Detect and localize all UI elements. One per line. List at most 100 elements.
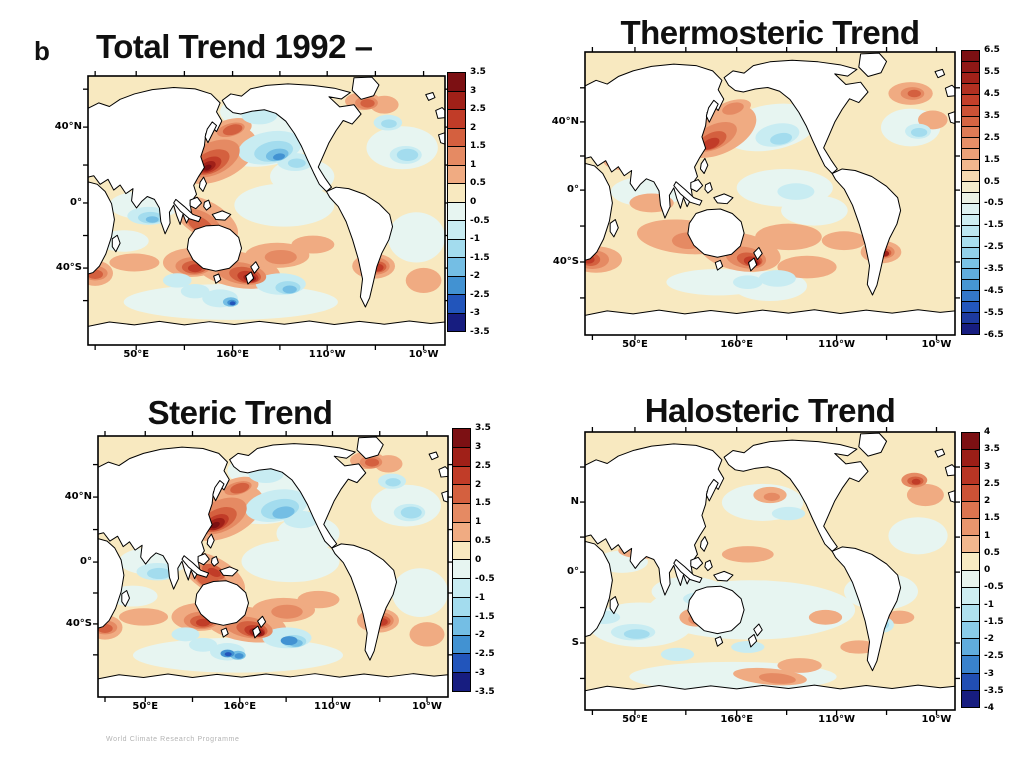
colorbar-segment bbox=[453, 579, 470, 599]
map-total-trend bbox=[83, 71, 450, 350]
colorbar-segment bbox=[453, 560, 470, 580]
coastline bbox=[98, 674, 448, 697]
coastline bbox=[190, 197, 201, 208]
colorbar-segment bbox=[962, 622, 979, 640]
anomaly-blob bbox=[721, 546, 774, 563]
map-frame bbox=[87, 75, 446, 346]
x-tick-label: 110°W bbox=[308, 349, 346, 360]
anomaly-blob bbox=[888, 517, 948, 555]
colorbar-segment bbox=[453, 541, 470, 561]
colorbar-tick-label: -3.5 bbox=[984, 685, 1004, 696]
coastline bbox=[688, 209, 744, 257]
anomaly-blob bbox=[230, 482, 250, 494]
colorbar-tick-label: 3.5 bbox=[984, 444, 1000, 455]
anomaly-blob bbox=[119, 608, 168, 626]
coastline bbox=[220, 567, 238, 576]
coastline bbox=[88, 321, 445, 345]
anomaly-blob bbox=[241, 540, 340, 583]
coastline bbox=[749, 634, 757, 647]
coastline bbox=[610, 220, 618, 237]
coastline bbox=[945, 85, 955, 96]
coastline bbox=[199, 177, 206, 191]
coastline bbox=[221, 628, 228, 637]
anomaly-blob bbox=[297, 590, 340, 609]
colorbar-tick-label: 1.5 bbox=[984, 513, 1000, 524]
colorbar-segment bbox=[962, 587, 979, 605]
colorbar-segment bbox=[448, 128, 465, 147]
coastline bbox=[442, 491, 448, 502]
colorbar-tick-label: -3 bbox=[475, 668, 485, 679]
y-tick-label: 40°N bbox=[54, 121, 82, 133]
colorbar-segment bbox=[962, 604, 979, 623]
coastline bbox=[674, 560, 702, 583]
anomaly-blob bbox=[234, 653, 244, 659]
colorbar-segment bbox=[962, 484, 979, 502]
panel-marker-b: b bbox=[34, 36, 50, 66]
colorbar-tick-label: 3 bbox=[984, 461, 991, 472]
x-tick-label: 50°E bbox=[622, 339, 648, 350]
anomaly-blob bbox=[387, 212, 445, 263]
anomaly-blob bbox=[409, 622, 445, 647]
colorbar-segment bbox=[962, 258, 979, 270]
coastline bbox=[357, 437, 383, 459]
colorbar-segment bbox=[962, 553, 979, 571]
anomaly-blob bbox=[291, 235, 335, 254]
anomaly-blob bbox=[171, 627, 200, 642]
anomaly-blob bbox=[666, 268, 770, 296]
colorbar-segment bbox=[962, 467, 979, 485]
colorbar-steric-trend bbox=[452, 428, 471, 692]
coastline bbox=[610, 597, 618, 614]
colorbar-tick-label: -6.5 bbox=[984, 330, 1004, 340]
anomaly-blob bbox=[396, 148, 419, 162]
coastline bbox=[585, 541, 612, 636]
title-halosteric-trend: Halosteric Trend bbox=[644, 392, 896, 429]
colorbar-segment bbox=[453, 598, 470, 617]
anomaly-blob bbox=[623, 629, 650, 639]
colorbar-segment bbox=[962, 247, 979, 259]
colorbar-segment bbox=[962, 61, 979, 73]
colorbar-tick-label: 0 bbox=[475, 555, 482, 565]
colorbar-segment bbox=[453, 635, 470, 655]
colorbar-tick-label: -3.5 bbox=[470, 327, 490, 337]
colorbar-segment bbox=[453, 673, 470, 691]
colorbar-tick-label: -2 bbox=[984, 634, 994, 644]
colorbar-tick-label: 1 bbox=[470, 159, 477, 170]
colorbar-segment bbox=[962, 138, 979, 150]
colorbar-tick-label: -1 bbox=[984, 599, 994, 610]
colorbar-segment bbox=[962, 171, 979, 183]
coastline bbox=[859, 53, 887, 76]
anomaly-blob bbox=[360, 98, 375, 108]
colorbar-tick-label: -2 bbox=[475, 630, 485, 641]
colorbar-segment bbox=[962, 51, 979, 62]
anomaly-blob bbox=[370, 95, 399, 114]
colorbar-tick-label: 0.5 bbox=[470, 178, 486, 189]
x-tick-label: 160°E bbox=[720, 714, 754, 725]
anomaly-blob bbox=[180, 284, 210, 299]
colorbar-tick-label: -1.5 bbox=[984, 616, 1004, 627]
anomaly-blob bbox=[189, 637, 217, 652]
colorbar-segment bbox=[962, 291, 979, 303]
colorbar-tick-label: -1.5 bbox=[475, 611, 495, 622]
anomaly-blob bbox=[733, 275, 763, 289]
colorbar-tick-label: -5.5 bbox=[984, 308, 1004, 319]
colorbar-tick-label: -1 bbox=[470, 234, 480, 245]
coastline bbox=[212, 211, 231, 220]
coastline bbox=[251, 262, 259, 273]
anomaly-blob bbox=[910, 127, 928, 137]
anomaly-blob bbox=[196, 618, 210, 627]
colorbar-tick-label: -3 bbox=[984, 668, 994, 679]
anomaly-blob bbox=[777, 658, 822, 673]
footer-credit-text: World Climate Research Programme bbox=[106, 736, 240, 743]
colorbar-segment bbox=[453, 485, 470, 505]
coastline bbox=[754, 247, 763, 259]
colorbar-tick-label: -4 bbox=[984, 703, 994, 713]
colorbar-tick-label: -1.5 bbox=[984, 220, 1004, 231]
title-total-trend-line1: Total Trend 1992 – bbox=[96, 28, 373, 65]
colorbar-total-trend bbox=[447, 72, 466, 332]
coastline bbox=[948, 112, 955, 124]
colorbar-segment bbox=[962, 302, 979, 314]
x-tick-label: 50°E bbox=[123, 349, 150, 360]
x-tick-label: 10°W bbox=[921, 339, 952, 350]
title-thermosteric-trend: Thermosteric Trend bbox=[620, 14, 920, 51]
colorbar-tick-label: -2.5 bbox=[984, 242, 1004, 253]
